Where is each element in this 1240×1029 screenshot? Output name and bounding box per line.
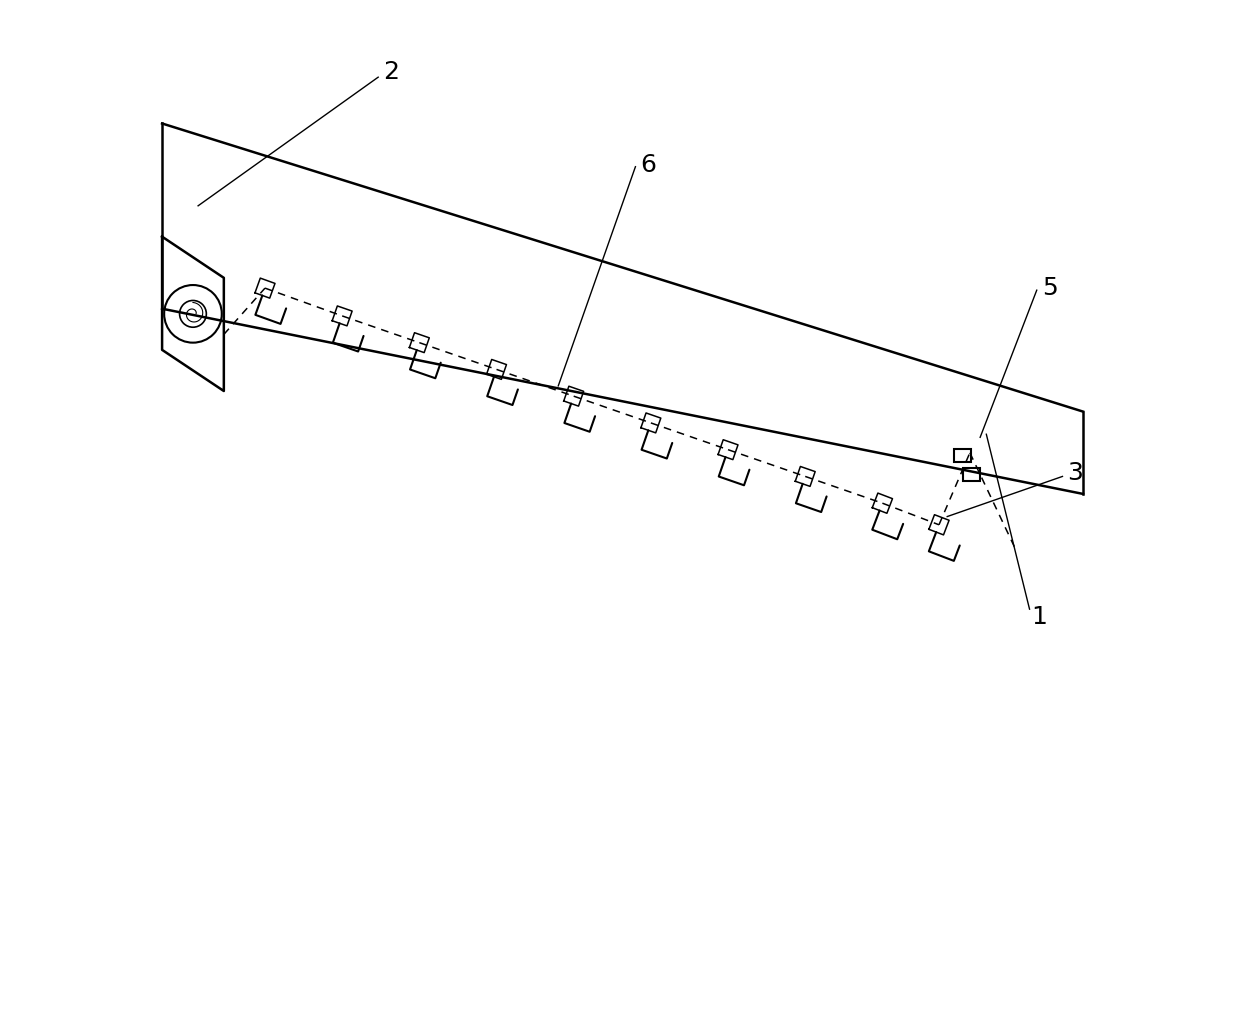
Text: 3: 3 [1068,461,1084,486]
Text: 2: 2 [383,60,399,84]
Text: 6: 6 [641,152,657,177]
Text: 1: 1 [1032,605,1048,630]
Bar [955,449,971,462]
Bar [962,467,980,481]
Text: 5: 5 [1042,276,1058,300]
